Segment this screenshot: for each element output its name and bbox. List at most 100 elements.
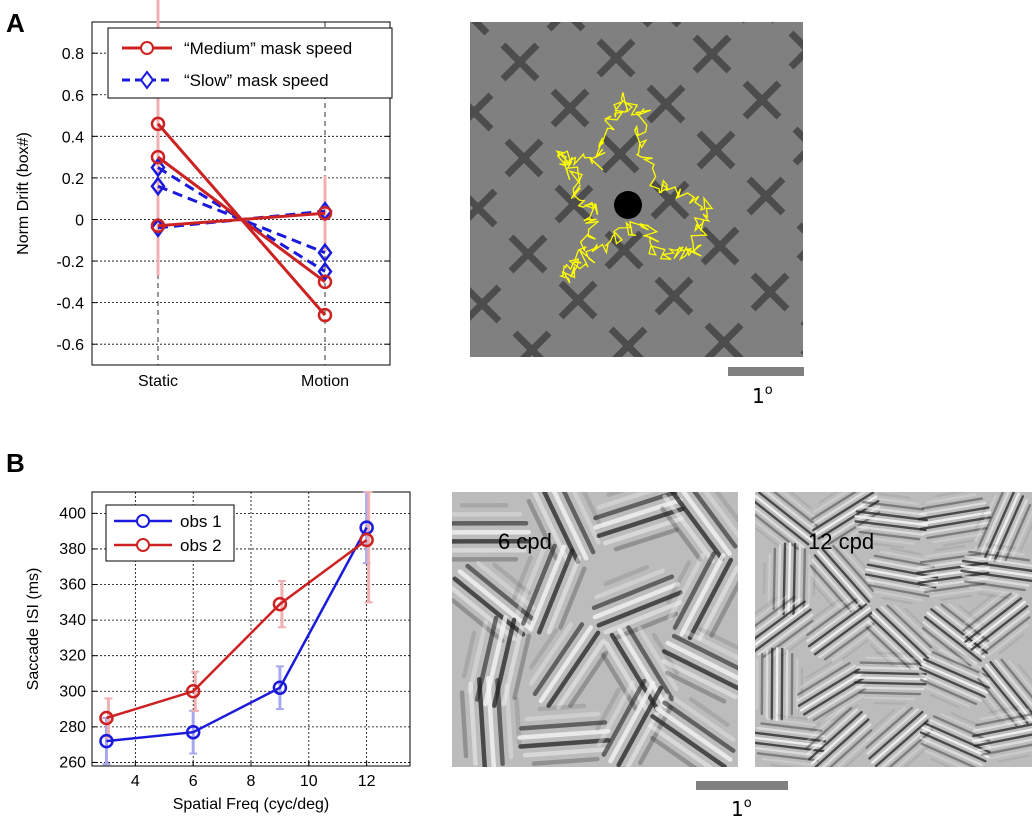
grating-stripe — [968, 550, 1031, 562]
grating-stripe — [665, 640, 738, 686]
grating-stripe — [903, 746, 929, 767]
y-tick-label: 300 — [59, 683, 86, 700]
x-tick-label: Motion — [301, 373, 349, 390]
grating-stripe — [687, 557, 734, 641]
grating-stripe — [755, 596, 778, 617]
grating-stripe — [966, 600, 1026, 648]
grating-stripe — [813, 554, 863, 610]
grating-stripe — [975, 712, 1032, 727]
grating-stripe — [960, 569, 1032, 583]
grating-stripe — [812, 492, 875, 532]
grating-stripe — [807, 553, 812, 606]
mask-cross — [800, 350, 803, 355]
grating-stripe — [467, 619, 489, 694]
gabor-patch — [919, 712, 991, 767]
x-tick-label: 6 — [189, 773, 198, 790]
grating-stripe — [873, 554, 936, 568]
mask-cross — [742, 80, 782, 120]
grating-stripe — [485, 675, 497, 767]
grating-stripe — [537, 492, 581, 564]
grating-stripe — [596, 680, 636, 747]
mask-cross — [470, 92, 494, 121]
grating-stripe — [811, 492, 870, 527]
grating-stripe — [881, 596, 913, 605]
grating-stripe — [518, 737, 611, 749]
grating-stripe — [854, 671, 927, 676]
grating-stripe — [660, 506, 703, 562]
grating-stripe — [755, 600, 806, 645]
grating-stripe — [917, 506, 990, 521]
grating-stripe — [927, 718, 991, 748]
grating-stripe — [603, 600, 683, 635]
grating-stripe — [592, 581, 680, 620]
grating-stripe — [923, 658, 990, 689]
grating-stripe — [919, 667, 986, 699]
grating-stripe — [879, 550, 931, 562]
legend-label-medium: “Medium” mask speed — [184, 39, 352, 58]
grating-stripe — [825, 729, 873, 767]
grating-stripe — [923, 582, 986, 594]
grating-stripe — [528, 544, 567, 632]
grating-stripe — [871, 611, 926, 664]
chart-a: -0.6 -0.4 -0.2 0 0.2 0.4 0.6 0.8 Static Motion Nor… — [15, 0, 393, 390]
grating-stripe — [648, 723, 719, 767]
grating-stripe — [672, 696, 736, 742]
fixation-dot — [614, 191, 642, 219]
grating-stripe — [495, 677, 505, 767]
gabor-patch — [918, 648, 991, 709]
y-axis-label: Saccade ISI (ms) — [25, 568, 42, 691]
grating-stripe — [603, 565, 650, 586]
gabor-patch — [526, 492, 604, 565]
scale-label-top: 1o — [752, 383, 773, 408]
grating-stripe — [806, 706, 845, 743]
grating-stripe — [709, 492, 738, 522]
grating-stripe — [919, 731, 987, 763]
grating-stripe — [593, 492, 678, 521]
y-tick-label: 260 — [59, 754, 86, 771]
legend-label-obs1: obs 1 — [180, 512, 222, 531]
mask-cross — [596, 38, 636, 78]
y-tick-label: 0.6 — [62, 88, 84, 105]
mask-cross — [500, 42, 540, 82]
grating-stripe — [546, 630, 601, 708]
grating-stripe — [762, 492, 818, 533]
legend-box — [105, 504, 235, 562]
grating-stripe — [596, 590, 683, 628]
grating-stripe — [924, 548, 976, 558]
grating-stripe — [971, 721, 1032, 738]
grating-stripe — [858, 505, 927, 517]
grating-stripe — [974, 501, 989, 532]
grating-stripe — [920, 662, 989, 694]
grating-stripe — [755, 597, 802, 640]
legend-marker-medium — [140, 41, 154, 55]
series-line-obs1 — [106, 526, 368, 743]
grating-stripe — [818, 492, 847, 504]
grating-stripe — [501, 623, 525, 707]
grating-stripe — [811, 492, 865, 521]
grating-stripe — [604, 640, 651, 714]
grating-stripe — [871, 714, 928, 764]
mask-cross — [654, 276, 694, 316]
grating-stripe — [1007, 659, 1032, 701]
grating-stripe — [591, 574, 675, 611]
grating-stripe — [922, 621, 978, 665]
grating-stripe — [998, 633, 1025, 655]
grating-stripe — [919, 516, 992, 531]
y-tick-label: 0 — [75, 212, 84, 229]
grating-stripe — [681, 628, 738, 665]
y-tick-label: 0.8 — [62, 46, 84, 63]
grating-stripe — [672, 551, 717, 630]
legend-label-slow: “Slow” mask speed — [184, 71, 329, 90]
grating-stripe — [809, 709, 835, 732]
grating-stripe — [984, 492, 1015, 558]
grating-stripe — [865, 626, 912, 671]
grating-stripe — [979, 708, 1031, 721]
grating-stripe — [823, 622, 875, 661]
grating-stripe — [697, 565, 738, 641]
grating-stripe — [919, 577, 989, 589]
grating-stripe — [921, 497, 983, 510]
y-tick-label: 340 — [59, 612, 86, 629]
grating-stripe — [880, 605, 932, 655]
grating-stripe — [812, 687, 867, 722]
grating-stripe — [755, 731, 827, 743]
